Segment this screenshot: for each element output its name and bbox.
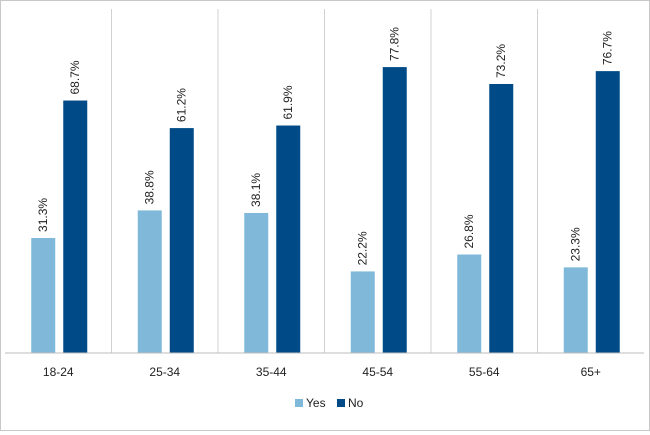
data-label-yes-25-34: 38.8% (143, 170, 157, 204)
data-label-yes-45-54: 22.2% (356, 231, 370, 265)
x-tick-label: 25-34 (149, 365, 180, 379)
bar-yes-55-64 (457, 254, 482, 353)
bar-yes-18-24 (31, 237, 56, 353)
data-label-no-18-24: 68.7% (68, 60, 82, 94)
data-label-yes-65+: 23.3% (569, 227, 583, 261)
x-tick-label: 35-44 (256, 365, 287, 379)
bars (31, 67, 620, 354)
data-label-no-25-34: 61.2% (175, 88, 189, 122)
legend: Yes No (295, 396, 364, 410)
data-label-no-35-44: 61.9% (281, 85, 295, 119)
category-dividers (111, 9, 538, 353)
legend-swatch-no (337, 399, 345, 407)
x-tick-labels: 18-24 25-34 35-44 45-54 55-64 65+ (43, 365, 601, 379)
legend-label-yes: Yes (306, 396, 326, 410)
bar-no-35-44 (276, 125, 301, 353)
data-label-no-45-54: 77.8% (388, 27, 402, 61)
data-labels: 31.3% 68.7% 38.8% 61.2% 38.1% 61.9% 22.2% 77.8%… (36, 27, 615, 266)
x-tick-label: 65+ (581, 365, 601, 379)
data-label-yes-18-24: 31.3% (36, 198, 50, 232)
legend-label-no: No (348, 396, 364, 410)
data-label-yes-35-44: 38.1% (249, 173, 263, 207)
data-label-no-65+: 76.7% (601, 31, 615, 65)
bar-yes-65+ (563, 267, 588, 353)
bar-yes-45-54 (350, 271, 375, 353)
bar-no-55-64 (489, 83, 514, 354)
data-label-no-55-64: 73.2% (494, 44, 508, 78)
data-label-yes-55-64: 26.8% (462, 214, 476, 248)
legend-swatch-yes (295, 399, 303, 407)
bar-no-25-34 (169, 128, 194, 353)
bar-no-65+ (595, 71, 620, 353)
bar-yes-35-44 (244, 212, 269, 353)
x-tick-label: 18-24 (43, 365, 74, 379)
x-tick-label: 55-64 (469, 365, 500, 379)
bar-no-45-54 (382, 67, 407, 354)
bar-no-18-24 (63, 100, 88, 353)
bar-yes-25-34 (137, 210, 162, 353)
x-tick-label: 45-54 (362, 365, 393, 379)
